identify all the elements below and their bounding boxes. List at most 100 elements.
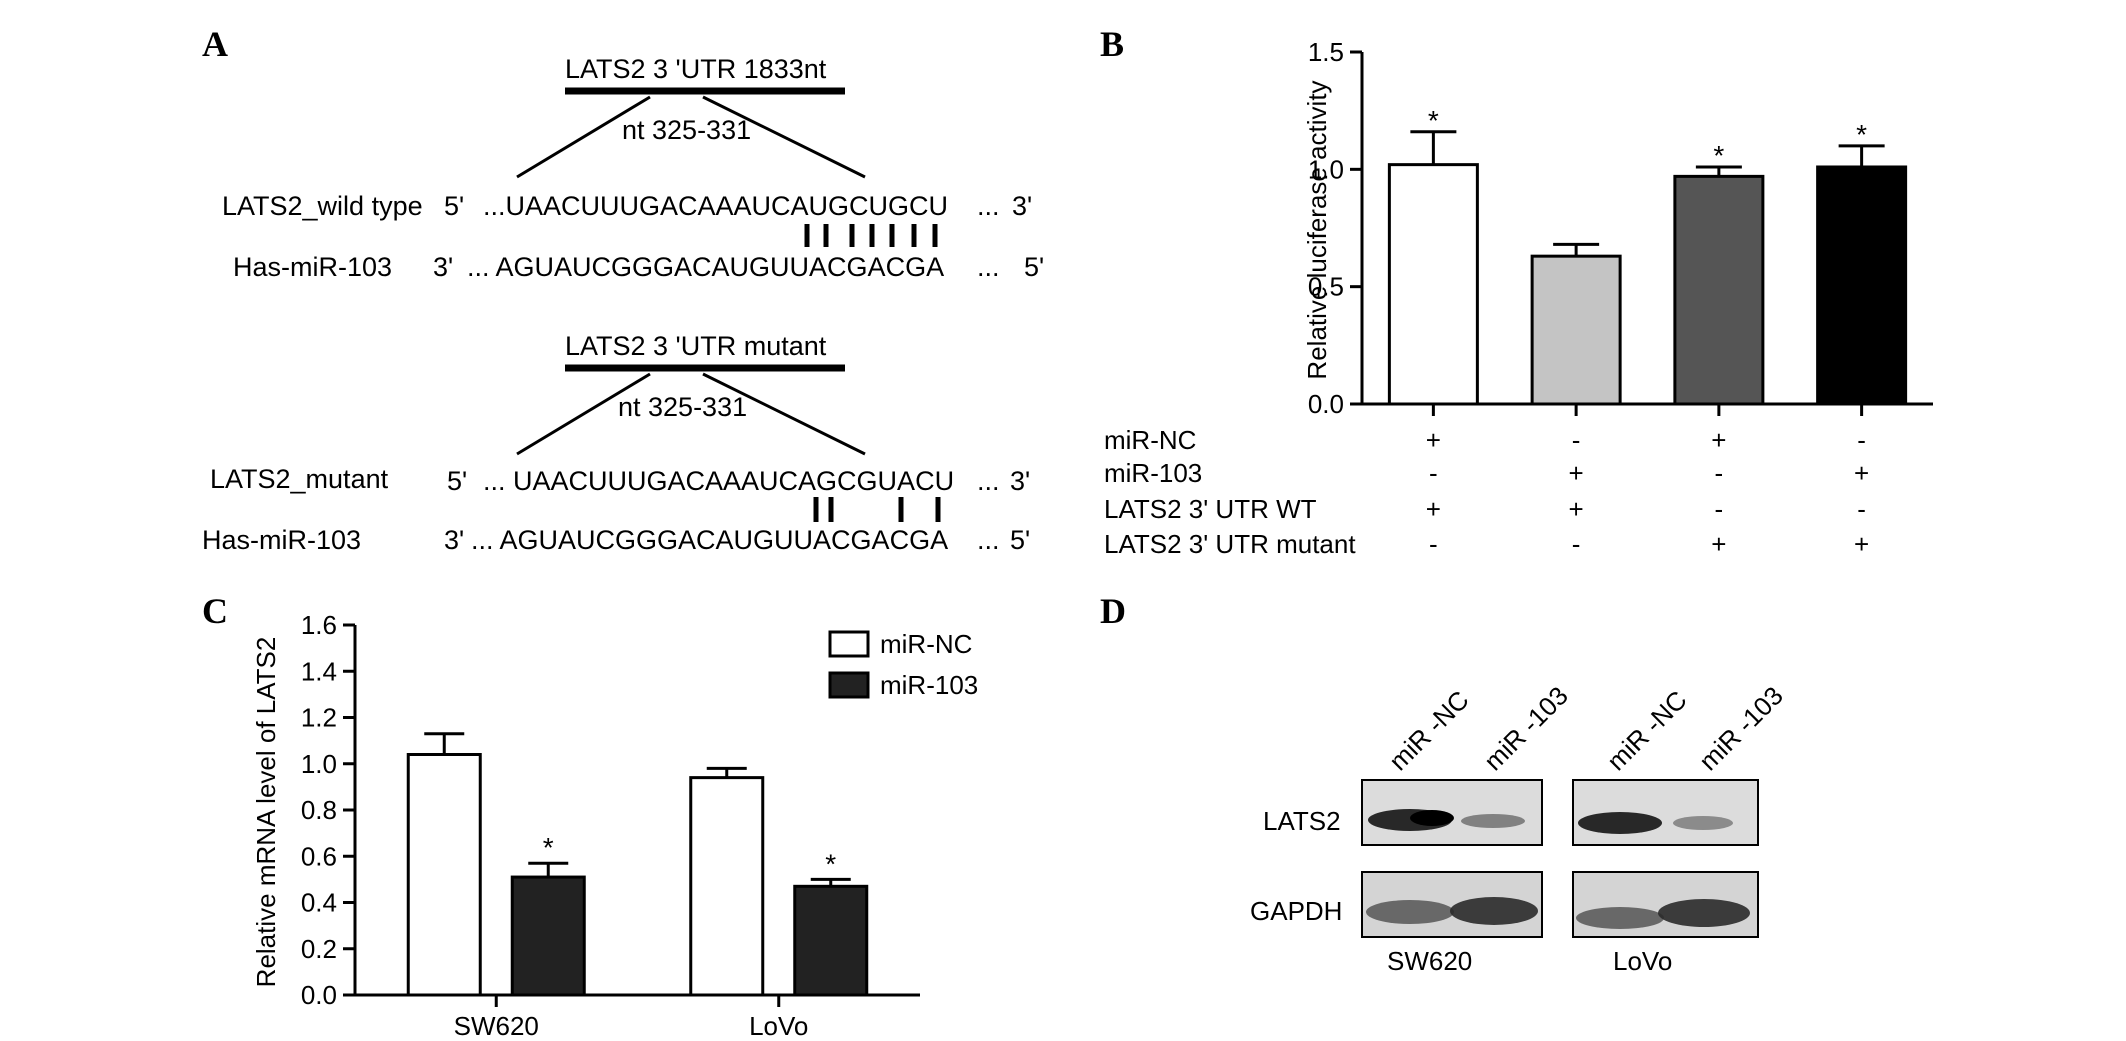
wt-sequence: ...UAACUUUGACAAAUCAUGCUGCU	[483, 191, 948, 221]
mut-3-prime: 3'	[1010, 466, 1030, 496]
chart-b-condition-sign: -	[1857, 494, 1866, 524]
chart-b-bar	[1816, 165, 1908, 406]
lane-label-3: miR -NC	[1601, 685, 1693, 777]
blot-lovo-gapdh	[1572, 871, 1759, 938]
mir1-5-prime: 5'	[1024, 252, 1044, 282]
chart-c-y-tick-label: 0.8	[301, 795, 337, 825]
chart-b: 0.00.51.01.5***miR-NC + - + -miR-103- + - +LATS…	[1104, 37, 1933, 559]
chart-c-y-tick-label: 1.4	[301, 656, 337, 686]
lane-label-4: miR -103	[1693, 680, 1789, 776]
cell-line-label-sw620: SW620	[1387, 946, 1472, 976]
chart-b-condition-label: miR-NC	[1104, 425, 1196, 455]
chart-b-condition-sign: +	[1569, 458, 1584, 488]
chart-c-y-tick-label: 1.2	[301, 703, 337, 733]
chart-c-significance: *	[543, 832, 554, 863]
blot-row-label-gapdh: GAPDH	[1250, 896, 1342, 926]
mut-label: LATS2_mutant	[210, 464, 389, 494]
chart-c-y-tick-label: 0.6	[301, 841, 337, 871]
panel-a: A LATS2 3 'UTR 1833nt nt 325-331 LATS2_w…	[202, 24, 1044, 555]
wt-5-prime: 5'	[444, 191, 464, 221]
panel-b: B Relative luciferase activity 0.0 0.5 1.0…	[1100, 24, 1933, 559]
chart-b-condition-label: LATS2 3' UTR WT	[1104, 494, 1317, 524]
chart-b-bar	[1530, 254, 1622, 406]
mir1-label: Has-miR-103	[233, 252, 392, 282]
mut-zoom-line-right	[702, 372, 866, 456]
blot-row-label-lats2: LATS2	[1263, 806, 1341, 836]
blot-sw620-gapdh	[1361, 871, 1543, 938]
mir2-ellipsis: ...	[977, 525, 1000, 555]
mut-5-prime: 5'	[447, 466, 467, 496]
mut-pairing-marks	[813, 497, 941, 522]
chart-b-condition-sign: -	[1429, 458, 1438, 488]
chart-b-y-tick-label: 1.0	[1308, 154, 1344, 184]
panel-d: D miR -NC miR -103 miR -NC miR -103 LATS…	[1100, 591, 1789, 976]
chart-b-condition-sign: +	[1711, 529, 1726, 559]
cell-line-label-lovo: LoVo	[1613, 946, 1672, 976]
chart-c-y-tick-label: 0.0	[301, 980, 337, 1010]
chart-c-legend-label: miR-NC	[880, 629, 972, 659]
mir2-5-prime: 5'	[1010, 525, 1030, 555]
chart-b-bar	[1387, 163, 1479, 406]
panel-letter-b: B	[1100, 24, 1124, 64]
mir2-sequence: ... AGUAUCGGGACAUGUUACGACGA	[471, 525, 948, 555]
chart-b-condition-sign: +	[1426, 425, 1441, 455]
chart-b-condition-sign: -	[1715, 458, 1724, 488]
lane-label-2: miR -103	[1478, 680, 1574, 776]
panel-letter-c: C	[202, 591, 228, 631]
mir1-3-prime: 3'	[433, 252, 453, 282]
chart-c-bar	[510, 875, 586, 997]
wt-region-label: nt 325-331	[622, 115, 751, 145]
chart-c: 0.0 0.2 0.4 0.6 0.8 1.0 1.2 1.4 1.6 SW620 * LoVo * mi…	[301, 610, 978, 1041]
mir1-ellipsis: ...	[977, 252, 1000, 282]
chart-b-condition-sign: +	[1426, 494, 1441, 524]
wt-3-prime: 3'	[1012, 191, 1032, 221]
chart-c-x-tick-label: LoVo	[749, 1011, 808, 1041]
mut-region-label: nt 325-331	[618, 392, 747, 422]
chart-c-y-tick-label: 0.2	[301, 934, 337, 964]
panel-letter-a: A	[202, 24, 228, 64]
chart-b-y-tick-label: 1.5	[1308, 37, 1344, 67]
panel-c: C Relative mRNA level of LATS2 0.0 0.2 0.4…	[202, 591, 978, 1041]
chart-c-legend-label: miR-103	[880, 670, 978, 700]
wt-ellipsis: ...	[977, 191, 1000, 221]
chart-b-bar	[1673, 174, 1765, 406]
chart-c-legend-swatch	[828, 630, 870, 658]
mut-sequence: ... UAACUUUGACAAAUCAGCGUACU	[483, 466, 954, 496]
wt-zoom-line-right	[702, 95, 866, 179]
wt-zoom-line-left	[516, 95, 651, 179]
chart-b-condition-sign: -	[1572, 425, 1581, 455]
mut-utr-header: LATS2 3 'UTR mutant	[565, 331, 827, 361]
chart-c-y-tick-label: 1.6	[301, 610, 337, 640]
blot-sw620-lats2	[1361, 779, 1543, 846]
chart-c-ylabel: Relative mRNA level of LATS2	[251, 637, 281, 988]
chart-c-y-tick-label: 0.4	[301, 888, 337, 918]
chart-c-bar	[689, 776, 765, 997]
panel-letter-d: D	[1100, 591, 1126, 631]
chart-b-condition-sign: -	[1572, 529, 1581, 559]
chart-b-condition-label: miR-103	[1104, 458, 1202, 488]
chart-b-significance: *	[1428, 105, 1439, 136]
mir1-sequence: ... AGUAUCGGGACAUGUUACGACGA	[467, 252, 944, 282]
chart-b-condition-sign: +	[1854, 529, 1869, 559]
mir2-label: Has-miR-103	[202, 525, 361, 555]
chart-b-y-tick-label: 0.5	[1308, 272, 1344, 302]
chart-b-condition-label: LATS2 3' UTR mutant	[1104, 529, 1356, 559]
chart-b-ylabel: Relative luciferase activity	[1302, 80, 1332, 379]
mut-zoom-line-left	[516, 372, 651, 456]
wt-label: LATS2_wild type	[222, 191, 423, 221]
chart-b-condition-sign: -	[1715, 494, 1724, 524]
chart-c-bar	[406, 753, 482, 997]
lane-label-1: miR -NC	[1383, 685, 1475, 777]
chart-b-significance: *	[1713, 140, 1724, 171]
chart-b-condition-sign: -	[1429, 529, 1438, 559]
chart-b-significance: *	[1856, 119, 1867, 150]
chart-b-condition-sign: +	[1569, 494, 1584, 524]
blot-lovo-lats2	[1572, 779, 1759, 846]
chart-b-y-tick-label: 0.0	[1308, 389, 1344, 419]
chart-c-bar	[793, 884, 869, 997]
chart-b-condition-sign: +	[1854, 458, 1869, 488]
chart-c-y-tick-label: 1.0	[301, 749, 337, 779]
mut-ellipsis: ...	[977, 466, 1000, 496]
chart-b-condition-sign: +	[1711, 425, 1726, 455]
